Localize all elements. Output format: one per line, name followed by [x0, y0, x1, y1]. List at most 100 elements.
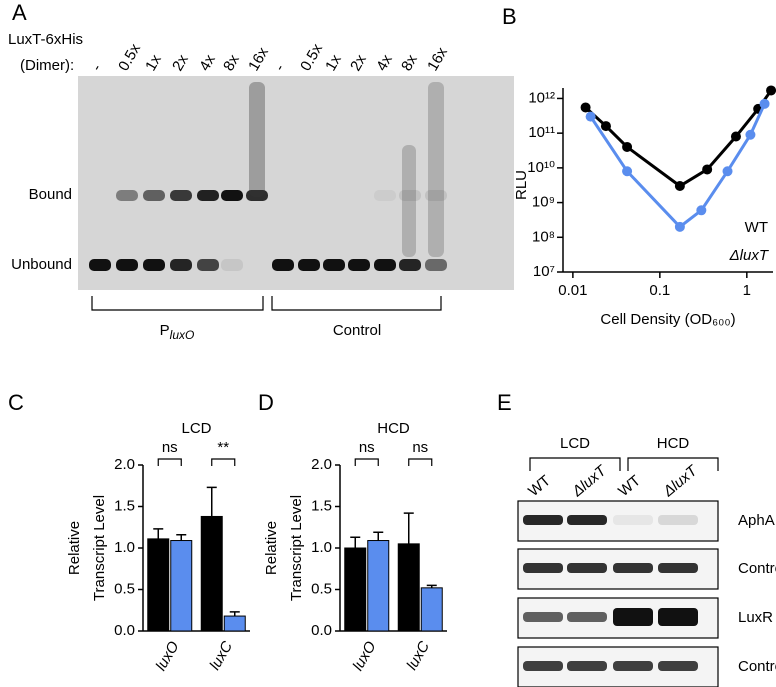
y-tick-label: 10⁷: [533, 263, 555, 280]
row-label: LuxR: [738, 609, 773, 626]
gel-band: [170, 259, 192, 271]
gel-band: [374, 190, 396, 201]
bar: [420, 587, 443, 632]
y-tick-label: 1.5: [114, 497, 135, 514]
blot-band: [658, 515, 698, 525]
blot-band: [658, 661, 698, 671]
line: [584, 89, 773, 188]
bracket: [627, 457, 719, 471]
panel-label: B: [502, 4, 517, 29]
gel-band: [221, 190, 243, 201]
bar: [367, 540, 390, 632]
lane-label: -: [88, 61, 105, 74]
lane-label: ΔluxT: [659, 461, 702, 501]
y-tick-label: 0.5: [114, 580, 135, 597]
significance-bracket: [157, 458, 182, 466]
gel-band: [89, 259, 111, 271]
point: [622, 141, 633, 152]
lane-label: 16x: [245, 44, 272, 74]
lane-label: 2x: [169, 51, 192, 74]
gel-smear: [402, 145, 416, 257]
lane-label: -: [271, 61, 288, 74]
row-label: Control: [738, 560, 776, 577]
group-label-main: P: [160, 322, 170, 339]
point: [580, 102, 591, 113]
blot-band: [613, 661, 653, 671]
panel-label: E: [497, 390, 512, 415]
gel-smear: [249, 82, 265, 197]
gel-band: [374, 259, 396, 271]
bracket: [529, 457, 621, 471]
blot-band: [523, 612, 563, 622]
x-tick-label: luxC: [403, 638, 433, 673]
blot-band: [523, 661, 563, 671]
gel-band: [425, 259, 447, 271]
significance-label: ns: [412, 439, 428, 456]
lane-label: 4x: [196, 51, 219, 74]
y-tick-label: 0.5: [311, 580, 332, 597]
error-bar: [403, 512, 414, 544]
point: [674, 221, 685, 232]
y-tick-label: 10⁸: [532, 228, 555, 245]
point: [600, 121, 611, 132]
blot-band: [613, 608, 653, 626]
bar: [344, 547, 367, 632]
gel-band: [298, 259, 320, 271]
chart-title: LCD: [181, 420, 211, 437]
gel-band: [425, 190, 447, 201]
lane-label: 8x: [220, 51, 243, 74]
group-label: LCD: [560, 435, 590, 452]
error-bar: [206, 486, 217, 517]
row-label: Control: [738, 658, 776, 675]
x-tick-label: 0.01: [558, 282, 587, 299]
gel: [78, 76, 514, 290]
lane-label: 0.5x: [297, 40, 326, 73]
point: [730, 131, 741, 142]
gel-band: [197, 190, 219, 201]
band-label: Unbound: [11, 256, 72, 273]
lane-label: 1x: [322, 51, 345, 74]
point: [702, 164, 713, 175]
error-bar: [426, 584, 437, 588]
gel-band: [170, 190, 192, 201]
blot-band: [523, 563, 563, 573]
y-axis-label: Transcript Level: [91, 495, 108, 601]
panel-label: A: [12, 0, 27, 25]
significance-bracket: [354, 458, 379, 466]
error-bar: [229, 611, 240, 617]
x-tick-label: 0.1: [649, 282, 670, 299]
significance-bracket: [211, 458, 236, 466]
gel-band: [116, 190, 138, 201]
gel-band: [197, 259, 219, 271]
lane-label: 1x: [142, 51, 165, 74]
gel-band: [272, 259, 294, 271]
gel-band: [143, 259, 165, 271]
row-label: AphA: [738, 512, 775, 529]
y-axis-label: Relative: [263, 521, 280, 575]
bracket: [91, 296, 264, 311]
panel-label: D: [258, 390, 274, 415]
lane-label: 16x: [424, 44, 451, 74]
point: [759, 98, 770, 109]
point: [674, 181, 685, 192]
x-axis-label: Cell Density (OD₆₀₀): [600, 311, 735, 328]
line: [589, 103, 766, 229]
y-axis-label: Transcript Level: [288, 495, 305, 601]
blot-band: [523, 515, 563, 525]
gel-smear: [428, 82, 444, 257]
blot-strip: [517, 500, 719, 542]
y-tick-label: 10¹¹: [528, 124, 555, 141]
x-tick-label: luxC: [206, 638, 236, 673]
y-tick-label: 1.0: [114, 539, 135, 556]
lane-label: 8x: [398, 51, 421, 74]
legend-label: ΔluxT: [729, 247, 770, 264]
blot-band: [567, 515, 607, 525]
gel-band: [116, 259, 138, 271]
bar: [223, 615, 246, 632]
blot-band: [567, 563, 607, 573]
point: [696, 205, 707, 216]
lane-label: 2x: [347, 51, 370, 74]
group-label: HCD: [657, 435, 690, 452]
gel-band: [221, 259, 243, 271]
